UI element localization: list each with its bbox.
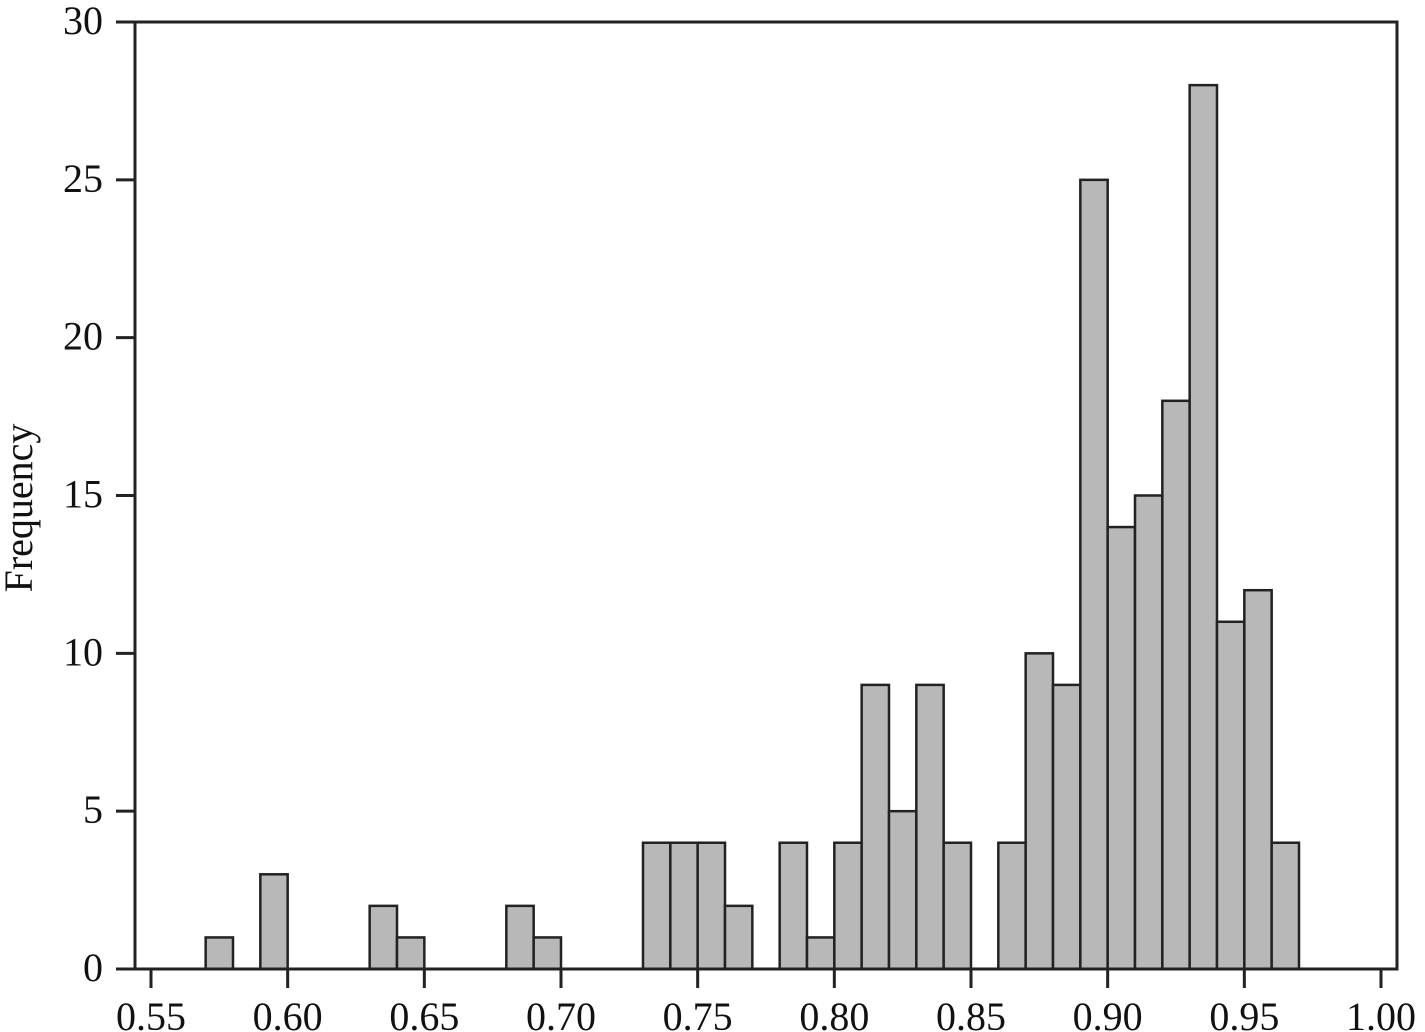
histogram-bar-9 bbox=[723, 904, 754, 971]
y-tick-label-4: 20 bbox=[63, 314, 103, 359]
y-tick-label-5: 25 bbox=[63, 156, 103, 201]
histogram-bar-16 bbox=[942, 841, 973, 971]
y-axis-title: Frequency bbox=[0, 424, 41, 593]
histogram-bar-11 bbox=[805, 936, 836, 971]
histogram-bar-22 bbox=[1133, 494, 1164, 971]
histogram-bar-15 bbox=[915, 683, 945, 971]
y-tick-label-0: 0 bbox=[83, 945, 103, 990]
x-tick-label-1: 0.60 bbox=[253, 994, 323, 1032]
y-tick-label-3: 15 bbox=[63, 472, 103, 517]
x-tick-label-6: 0.85 bbox=[936, 994, 1006, 1032]
histogram-bar-25 bbox=[1215, 620, 1246, 971]
histogram-bar-23 bbox=[1161, 399, 1191, 971]
y-tick-label-1: 5 bbox=[83, 787, 103, 832]
y-tick-label-6: 30 bbox=[63, 0, 103, 43]
histogram-bar-6 bbox=[641, 841, 672, 971]
x-tick-label-8: 0.95 bbox=[1209, 994, 1279, 1032]
x-tick-label-9: 1.00 bbox=[1346, 994, 1416, 1032]
histogram-bar-26 bbox=[1243, 588, 1273, 971]
histogram-bar-18 bbox=[1024, 652, 1055, 971]
histogram-bar-1 bbox=[259, 873, 289, 971]
histogram-bar-12 bbox=[833, 841, 863, 971]
histogram-bar-13 bbox=[860, 683, 891, 971]
histogram-bar-27 bbox=[1270, 841, 1301, 971]
x-axis: 0.55 0.60 0.65 0.70 0.75 0.80 0.85 0.90 0.95 1.00 bbox=[116, 969, 1416, 1032]
y-axis: 0 5 10 15 20 25 30 bbox=[63, 0, 135, 990]
histogram-bar-7 bbox=[669, 841, 699, 971]
histogram-bar-8 bbox=[696, 841, 727, 971]
x-tick-label-2: 0.65 bbox=[389, 994, 459, 1032]
histogram-bar-19 bbox=[1051, 683, 1082, 971]
bars-group bbox=[204, 83, 1301, 971]
histogram-bar-0 bbox=[204, 936, 235, 971]
histogram-bar-17 bbox=[997, 841, 1027, 971]
histogram-bar-14 bbox=[887, 809, 918, 971]
x-tick-label-0: 0.55 bbox=[116, 994, 186, 1032]
histogram-bar-3 bbox=[395, 936, 426, 971]
x-tick-label-3: 0.70 bbox=[526, 994, 596, 1032]
histogram-bar-5 bbox=[532, 936, 563, 971]
x-tick-label-4: 0.75 bbox=[663, 994, 733, 1032]
histogram-bar-20 bbox=[1079, 178, 1109, 971]
histogram-bar-10 bbox=[778, 841, 809, 971]
histogram-bar-21 bbox=[1106, 525, 1137, 971]
y-tick-label-2: 10 bbox=[63, 629, 103, 674]
x-tick-label-5: 0.80 bbox=[799, 994, 869, 1032]
histogram-bar-2 bbox=[368, 904, 399, 971]
histogram-bar-24 bbox=[1188, 83, 1219, 971]
x-tick-label-7: 0.90 bbox=[1073, 994, 1143, 1032]
histogram-bar-4 bbox=[505, 904, 535, 971]
